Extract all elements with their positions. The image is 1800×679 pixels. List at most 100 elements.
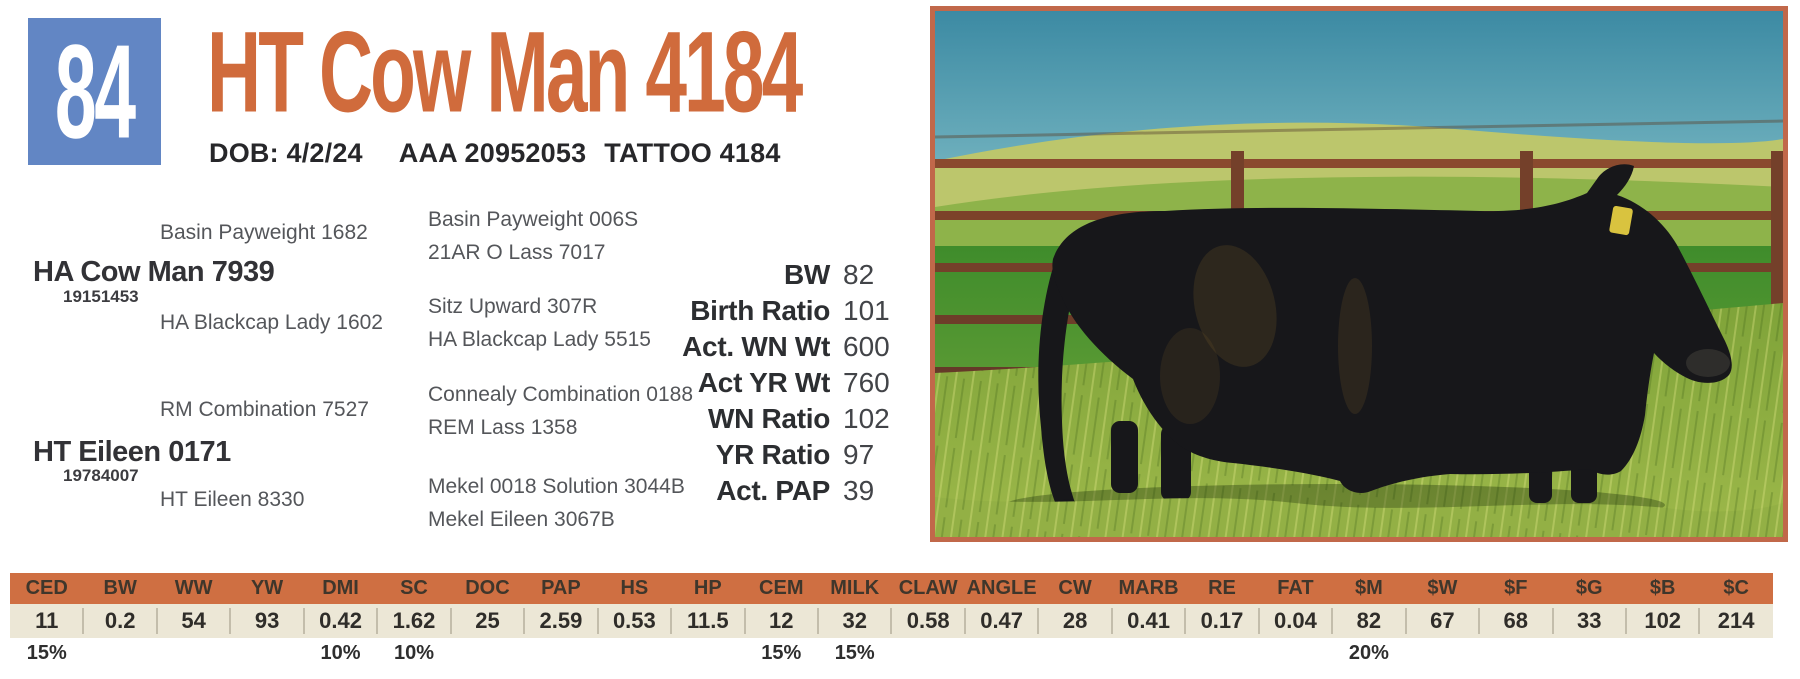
epd-header-cell: HP (671, 573, 745, 604)
stat-label: YR Ratio (715, 439, 831, 470)
epd-header-cell: FAT (1258, 573, 1333, 604)
epd-column: MARB 0.41 (1110, 573, 1186, 670)
stat-value: 82 (843, 259, 875, 290)
epd-column: HS 0.53 (596, 573, 672, 670)
epd-value-cell: 11 (10, 604, 84, 638)
epd-percentile-cell: 15% (761, 642, 802, 664)
epd-header-cell: MARB (1111, 573, 1186, 604)
epd-value-cell: 0.04 (1257, 604, 1333, 638)
epd-header-cell: WW (156, 573, 231, 604)
epd-value-cell: 102 (1624, 604, 1700, 638)
epd-column: RE 0.17 (1184, 573, 1259, 670)
epd-value-cell: 2.59 (523, 604, 598, 638)
stat-row: BW 82 (552, 257, 890, 293)
epd-column: CW 28 (1037, 573, 1112, 670)
epd-value-cell: 0.47 (963, 604, 1039, 638)
epd-percentile-cell: 15% (834, 642, 875, 664)
epd-header-cell: CED (10, 573, 84, 604)
epd-value-cell: 0.17 (1184, 604, 1259, 638)
bull-photo (930, 6, 1788, 542)
epd-column: $W 67 (1404, 573, 1480, 670)
epd-percentile-cell (524, 638, 597, 670)
ancestor-name: Mekel 0018 Solution 3044B (428, 475, 685, 498)
registration-number: AAA 20952053 (398, 138, 587, 168)
epd-header-cell: DOC (450, 573, 525, 604)
stat-value: 760 (843, 367, 890, 398)
bull-photo-scene (935, 11, 1783, 537)
epd-column: DOC 25 (449, 573, 525, 670)
stat-label: Act. WN Wt (682, 331, 830, 362)
stat-row: YR Ratio 97 (552, 437, 890, 473)
stat-value: 102 (843, 403, 890, 434)
epd-column: CED 11 15% (10, 573, 84, 670)
foreground-grass (935, 497, 1783, 537)
ancestor-name: 21AR O Lass 7017 (428, 240, 606, 264)
epd-header-cell: CLAW (891, 573, 965, 604)
ancestor-name: Basin Payweight 006S (428, 208, 639, 231)
animal-name-title: HT Cow Man 4184 (207, 6, 803, 137)
epd-column: $B 102 (1624, 573, 1700, 670)
epd-value-cell: 33 (1551, 604, 1626, 638)
epd-value-cell: 0.58 (890, 604, 965, 638)
epd-column: SC 1.62 10% (376, 573, 451, 670)
performance-stats: BW 82 Birth Ratio 101 Act. WN Wt 600 Act… (552, 257, 890, 509)
epd-value-cell: 214 (1698, 604, 1773, 638)
epd-column: CEM 12 15% (743, 573, 818, 670)
epd-column: $G 33 (1551, 573, 1626, 670)
epd-column: HP 11.5 (670, 573, 745, 670)
epd-column: $C 214 (1698, 573, 1773, 670)
sire-name: HA Cow Man 7939 (33, 256, 275, 288)
stat-value: 97 (843, 439, 875, 470)
epd-percentile-cell (1699, 638, 1772, 670)
epd-header-cell: SC (377, 573, 451, 604)
epd-value-cell: 82 (1331, 604, 1406, 638)
epd-header-cell: YW (230, 573, 304, 604)
epd-header-cell: HS (597, 573, 672, 604)
stat-row: Birth Ratio 101 (552, 293, 890, 329)
stat-label: Act YR Wt (697, 367, 830, 398)
tattoo-number: TATTOO 4184 (604, 138, 781, 168)
stat-value: 600 (843, 331, 890, 362)
epd-value-cell: 0.53 (596, 604, 672, 638)
epd-header-cell: PAP (524, 573, 598, 604)
epd-column: WW 54 (155, 573, 231, 670)
sire-sire-name: Basin Payweight 1682 (160, 221, 368, 244)
epd-value-cell: 0.42 (302, 604, 378, 638)
epd-percentile-cell (1553, 638, 1626, 670)
ear-tag (1609, 205, 1633, 236)
stat-label: Act. PAP (716, 475, 830, 506)
epd-percentile-cell (1038, 638, 1111, 670)
epd-value-cell: 0.41 (1110, 604, 1186, 638)
epd-percentile-cell (230, 638, 303, 670)
stat-label: WN Ratio (707, 403, 830, 434)
epd-header-cell: $G (1552, 573, 1626, 604)
identification-line: DOB: 4/2/24 AAA 20952053 TATTOO 4184 (209, 138, 781, 169)
stat-value: 39 (843, 475, 875, 506)
third-generation-pedigree-list: Basin Payweight 006S 21AR O Lass 7017 Sitz… (428, 204, 693, 536)
epd-percentile-cell (891, 638, 964, 670)
ancestor-name: HA Blackcap Lady 5515 (428, 327, 651, 351)
epd-header-cell: RE (1185, 573, 1259, 604)
sire-dam-name: HA Blackcap Lady 1602 (160, 311, 383, 334)
epd-value-cell: 11.5 (670, 604, 745, 638)
epd-header-cell: CEM (744, 573, 818, 604)
epd-column: DMI 0.42 10% (302, 573, 378, 670)
lot-number-badge: 84 (28, 16, 161, 165)
epd-value-cell: 12 (743, 604, 818, 638)
epd-table: CED 11 15% BW 0.2 WW 54 YW 93 (10, 573, 1773, 670)
sire-registration: 19151453 (63, 287, 139, 306)
epd-value-cell: 1.62 (376, 604, 451, 638)
epd-header-cell: $M (1332, 573, 1406, 604)
epd-column: CLAW 0.58 (890, 573, 965, 670)
stat-row: WN Ratio 102 (552, 401, 890, 437)
epd-percentile-cell (1626, 638, 1699, 670)
epd-column: PAP 2.59 (523, 573, 598, 670)
stat-row: Act YR Wt 760 (552, 365, 890, 401)
epd-header-cell: $C (1699, 573, 1773, 604)
epd-header-cell: $W (1405, 573, 1480, 604)
epd-column: BW 0.2 (82, 573, 157, 670)
epd-column: MILK 32 15% (816, 573, 892, 670)
epd-percentile-cell (1112, 638, 1185, 670)
epd-value-cell: 68 (1478, 604, 1553, 638)
